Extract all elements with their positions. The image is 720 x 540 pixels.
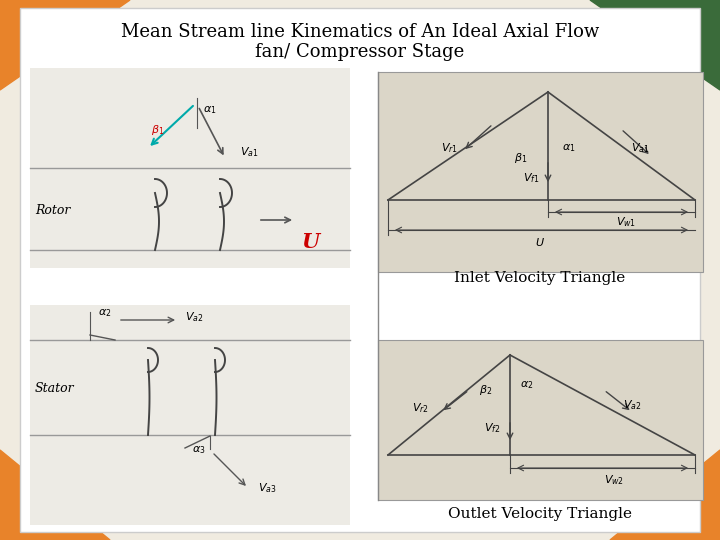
- Text: $\beta_1$: $\beta_1$: [151, 123, 165, 137]
- Text: $V_{a3}$: $V_{a3}$: [258, 481, 276, 495]
- Bar: [30, 305, 350, 525]
- Text: Outlet Velocity Triangle: Outlet Velocity Triangle: [448, 507, 632, 521]
- Text: $V_{w2}$: $V_{w2}$: [604, 473, 624, 487]
- Text: $\alpha_3$: $\alpha_3$: [192, 444, 206, 456]
- Text: $V_{r1}$: $V_{r1}$: [441, 141, 459, 155]
- Text: $V_{a2}$: $V_{a2}$: [623, 398, 642, 412]
- Polygon shape: [590, 0, 720, 90]
- Bar: [378, 72, 703, 272]
- Text: $V_{r2}$: $V_{r2}$: [412, 401, 428, 415]
- Text: $V_{f1}$: $V_{f1}$: [523, 171, 540, 185]
- Text: $V_{f2}$: $V_{f2}$: [484, 421, 500, 435]
- Text: Mean Stream line Kinematics of An Ideal Axial Flow: Mean Stream line Kinematics of An Ideal …: [121, 23, 599, 41]
- Text: $\alpha_1$: $\alpha_1$: [203, 104, 217, 116]
- Polygon shape: [0, 450, 110, 540]
- Text: $\beta_1$: $\beta_1$: [513, 151, 527, 165]
- Text: fan/ Compressor Stage: fan/ Compressor Stage: [256, 43, 464, 61]
- Polygon shape: [610, 450, 720, 540]
- Text: Inlet Velocity Triangle: Inlet Velocity Triangle: [454, 271, 626, 285]
- Text: $V_{a1}$: $V_{a1}$: [240, 145, 258, 159]
- Text: $V_{a1}$: $V_{a1}$: [631, 141, 649, 155]
- Text: Rotor: Rotor: [35, 204, 71, 217]
- Text: $\alpha_2$: $\alpha_2$: [520, 379, 534, 391]
- Text: $\alpha_1$: $\alpha_1$: [562, 142, 575, 154]
- Polygon shape: [0, 0, 130, 90]
- Bar: [30, 68, 350, 268]
- Text: $V_{w1}$: $V_{w1}$: [616, 215, 636, 229]
- Bar: [378, 340, 703, 500]
- Text: $\beta_2$: $\beta_2$: [479, 383, 492, 397]
- Text: $V_{a2}$: $V_{a2}$: [185, 310, 204, 324]
- Text: U: U: [301, 232, 319, 252]
- Text: $\alpha_2$: $\alpha_2$: [98, 307, 112, 319]
- Text: $U$: $U$: [535, 236, 545, 248]
- Text: Stator: Stator: [35, 381, 75, 395]
